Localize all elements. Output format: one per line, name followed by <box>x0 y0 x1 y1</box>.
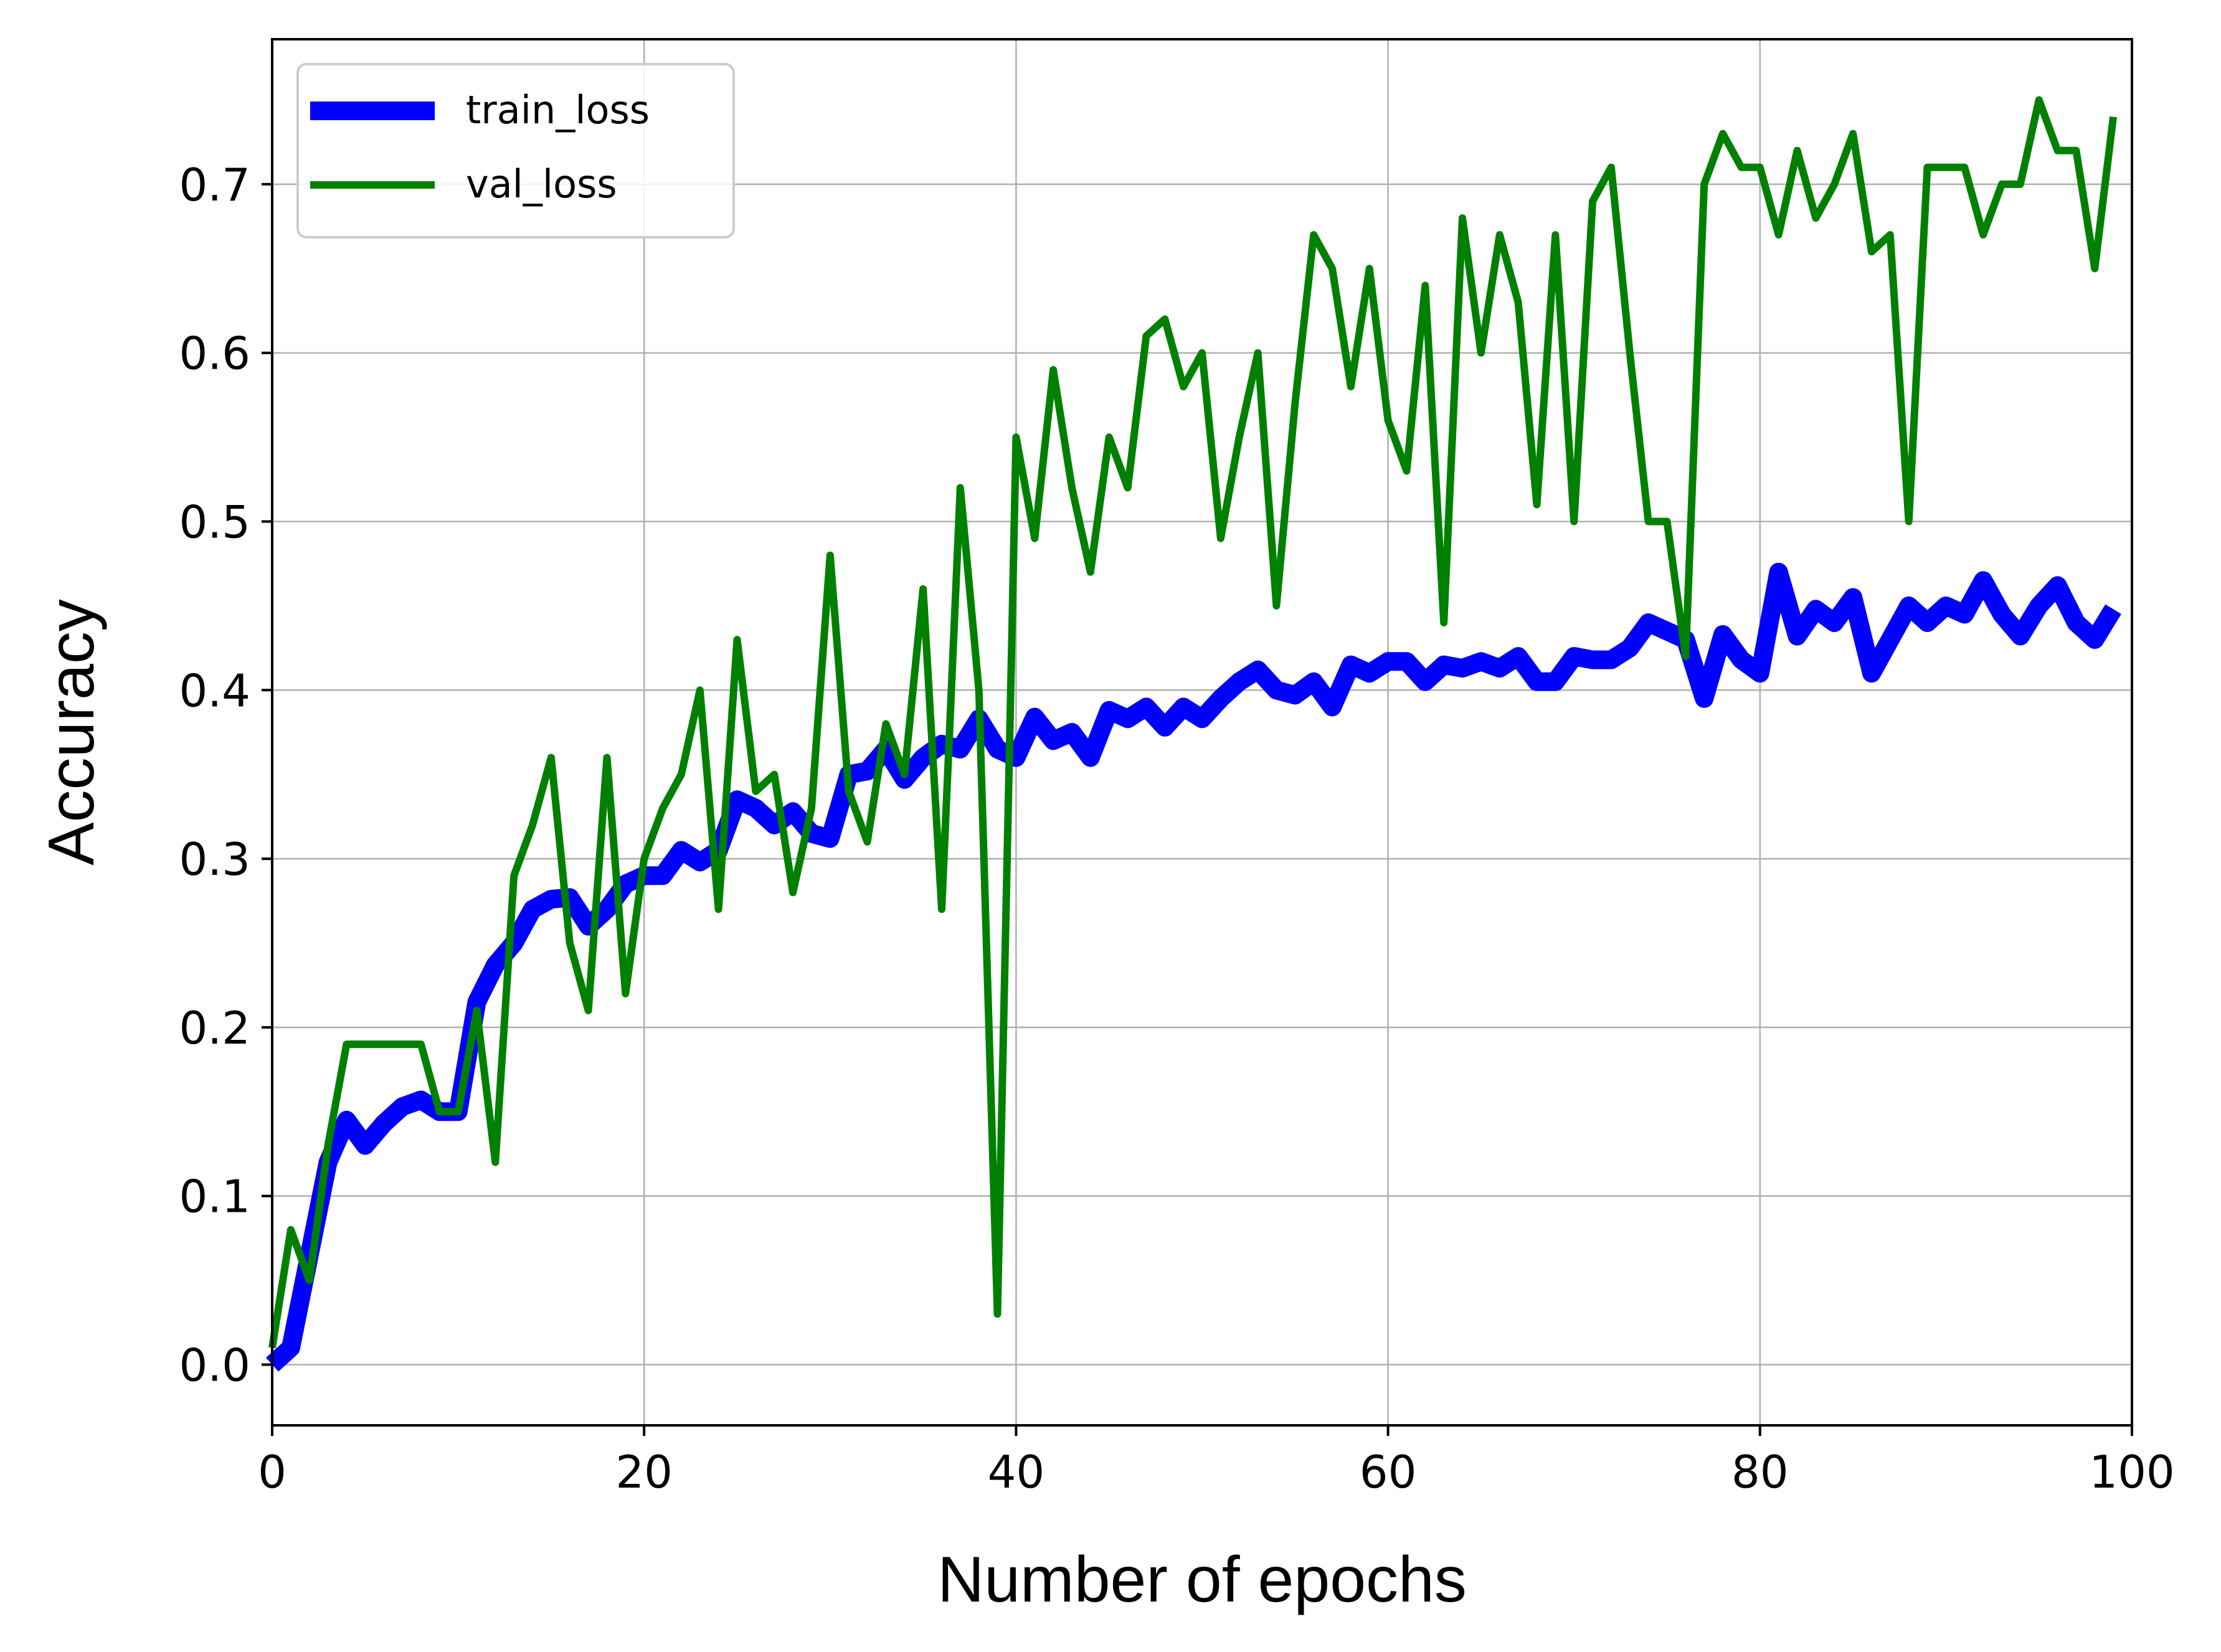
y-tick-label: 0.4 <box>179 664 250 717</box>
y-tick-label: 0.2 <box>179 1002 250 1054</box>
series-line-train-loss <box>265 562 2121 1372</box>
series-line-val-loss <box>268 96 2118 1349</box>
y-tick-label: 0.6 <box>179 328 250 380</box>
plot-frame <box>271 38 2133 1427</box>
x-tick-label: 40 <box>988 1446 1045 1498</box>
y-axis-label: Accuracy <box>36 599 108 866</box>
y-tick-label: 0.5 <box>179 496 250 548</box>
y-tick-label: 0.0 <box>179 1339 250 1392</box>
y-tick-label: 0.1 <box>179 1171 250 1223</box>
x-tick-label: 100 <box>2089 1446 2174 1498</box>
x-axis-label: Number of epochs <box>937 1544 1467 1616</box>
y-tick-label: 0.3 <box>179 833 250 885</box>
series-lines <box>265 96 2121 1372</box>
legend-label-train-loss: train_loss <box>466 87 650 133</box>
legend-label-val-loss: val_loss <box>466 161 617 207</box>
legend: train_loss val_loss <box>296 63 735 238</box>
y-tick-label: 0.7 <box>179 159 250 211</box>
x-tick-label: 60 <box>1360 1446 1417 1498</box>
x-tick-label: 80 <box>1731 1446 1789 1498</box>
axis-ticks: 0 20 40 60 80 100 0.0 0.1 0.2 0.3 0.4 0.5 0.6 0.7 <box>179 159 2174 1498</box>
x-tick-label: 20 <box>615 1446 673 1498</box>
x-tick-label: 0 <box>258 1446 287 1498</box>
grid-lines <box>271 39 2133 1425</box>
plot-area <box>272 39 2132 1425</box>
